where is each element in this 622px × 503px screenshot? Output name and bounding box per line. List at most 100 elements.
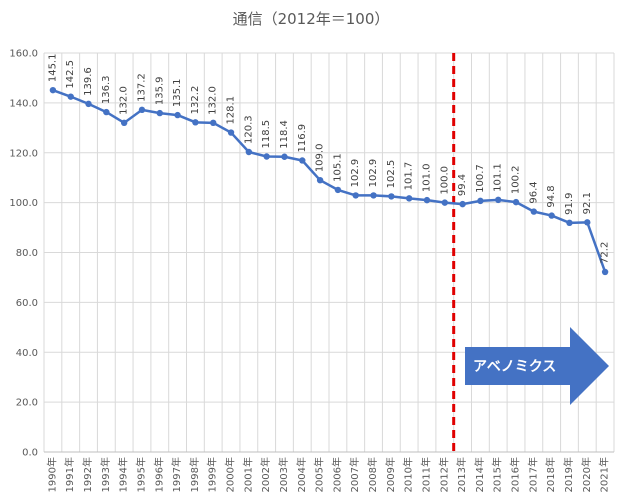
y-tick-label: 160.0: [9, 49, 38, 60]
data-labels: 145.1 142.5 139.6 136.3 132.0 137.2 135.9 135.1…: [47, 54, 610, 264]
x-tick-label: 2000年: [224, 457, 237, 492]
data-label: 136.3: [101, 75, 112, 104]
data-point: [334, 186, 342, 194]
x-tick-label: 1997年: [170, 457, 183, 492]
x-tick-label: 2018年: [544, 457, 557, 492]
data-label: 72.2: [600, 242, 611, 264]
data-point: [49, 86, 57, 94]
x-tick-label: 2020年: [580, 457, 593, 492]
data-label: 101.7: [404, 162, 415, 191]
x-tick-label: 2007年: [348, 457, 361, 492]
data-point: [245, 148, 253, 156]
annotation-label: アベノミクス: [473, 359, 556, 375]
x-tick-label: 2015年: [491, 457, 504, 492]
data-point: [370, 192, 377, 199]
x-tick-label: 2013年: [455, 457, 468, 492]
x-tick-label: 2004年: [295, 457, 308, 492]
x-tick-label: 2002年: [259, 457, 272, 492]
data-point: [210, 119, 217, 127]
x-tick-label: 1998年: [188, 457, 201, 492]
data-point: [138, 106, 146, 114]
data-label: 132.0: [208, 86, 219, 115]
data-label: 135.1: [172, 78, 183, 107]
data-label: 101.1: [493, 163, 504, 192]
data-point: [174, 111, 181, 119]
data-point: [441, 199, 448, 206]
x-tick-label: 2017年: [526, 457, 539, 492]
x-tick-label: 1999年: [206, 457, 219, 492]
y-tick-label: 20.0: [16, 398, 38, 409]
x-tick-label: 1994年: [117, 457, 130, 492]
y-tick-label: 120.0: [9, 148, 38, 159]
x-tick-label: 1990年: [45, 457, 58, 492]
y-tick-label: 40.0: [16, 348, 38, 359]
x-tick-label: 1993年: [99, 457, 112, 492]
x-tick-label: 2003年: [277, 457, 290, 492]
x-tick-label: 2014年: [473, 457, 486, 492]
x-tick-label: 2019年: [562, 457, 575, 492]
data-label: 102.9: [350, 159, 361, 188]
data-point: [192, 119, 199, 126]
annotation-arrow: [465, 327, 609, 405]
data-point: [67, 93, 74, 100]
data-point: [352, 192, 359, 199]
data-label: 102.5: [386, 160, 397, 189]
data-point: [156, 109, 163, 117]
y-tick-label: 100.0: [9, 198, 38, 209]
y-axis: 0.0 20.0 40.0 60.0 80.0 100.0 120.0 140.0 160.0: [9, 49, 38, 459]
y-tick-label: 80.0: [16, 248, 38, 259]
x-tick-label: 1996年: [152, 457, 165, 492]
x-tick-label: 2016年: [509, 457, 522, 492]
data-point: [584, 219, 591, 226]
data-label: 100.7: [475, 164, 486, 193]
data-label: 137.2: [136, 73, 147, 102]
data-label: 92.1: [582, 192, 593, 214]
data-label: 100.2: [511, 165, 522, 194]
data-label: 118.4: [279, 120, 290, 149]
x-tick-label: 2010年: [402, 457, 415, 492]
x-tick-label: 2001年: [241, 457, 254, 492]
data-point: [459, 200, 466, 208]
x-tick-label: 1991年: [63, 457, 76, 492]
data-label: 91.9: [564, 193, 575, 215]
data-point: [299, 157, 306, 164]
x-tick-label: 2009年: [384, 457, 397, 492]
x-tick-label: 2011年: [419, 457, 432, 492]
data-label: 128.1: [226, 96, 237, 125]
y-tick-label: 140.0: [9, 98, 38, 109]
x-tick-label: 2012年: [437, 457, 450, 492]
data-label: 132.0: [119, 86, 130, 115]
data-label: 101.0: [421, 163, 432, 192]
data-point: [405, 195, 413, 202]
data-point: [512, 198, 520, 206]
y-tick-label: 60.0: [16, 298, 38, 309]
gridlines: [43, 52, 615, 453]
data-point: [477, 197, 484, 205]
data-point: [601, 268, 609, 276]
data-point: [530, 208, 538, 215]
data-label: 100.0: [439, 166, 450, 195]
data-point: [227, 129, 235, 136]
data-point: [566, 219, 573, 227]
data-label: 102.9: [368, 159, 379, 188]
data-label: 99.4: [457, 174, 468, 196]
data-point: [281, 153, 288, 160]
data-label: 94.8: [546, 185, 557, 207]
x-axis: 1990年 1991年 1992年 1993年 1994年 1995年 1996年 1997年…: [45, 457, 610, 492]
data-label: 139.6: [83, 67, 94, 96]
data-label: 135.9: [154, 76, 165, 105]
data-label: 120.3: [243, 115, 254, 144]
data-label: 109.0: [315, 144, 326, 173]
x-tick-label: 2006年: [330, 457, 343, 492]
x-tick-label: 2005年: [313, 457, 326, 492]
x-tick-label: 2021年: [598, 457, 611, 492]
data-point: [316, 176, 324, 184]
x-tick-label: 1992年: [81, 457, 94, 492]
data-point: [388, 193, 395, 200]
y-tick-label: 0.0: [22, 448, 38, 459]
x-tick-label: 1995年: [134, 457, 147, 492]
data-label: 142.5: [65, 60, 76, 89]
data-point: [85, 100, 92, 108]
data-label: 118.5: [261, 120, 272, 149]
